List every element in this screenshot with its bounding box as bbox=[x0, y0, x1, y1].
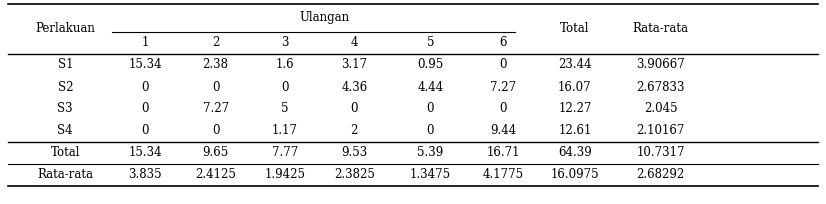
Text: Rata-rata: Rata-rata bbox=[633, 22, 689, 35]
Text: 10.7317: 10.7317 bbox=[637, 146, 685, 160]
Text: Rata-rata: Rata-rata bbox=[37, 169, 93, 182]
Text: 16.07: 16.07 bbox=[558, 81, 591, 93]
Text: Ulangan: Ulangan bbox=[299, 11, 349, 24]
Text: 2.3825: 2.3825 bbox=[334, 169, 375, 182]
Text: 7.27: 7.27 bbox=[202, 102, 229, 115]
Text: 0: 0 bbox=[499, 59, 507, 71]
Text: 0: 0 bbox=[350, 102, 358, 115]
Text: 4.44: 4.44 bbox=[417, 81, 444, 93]
Text: 5: 5 bbox=[426, 37, 434, 50]
Text: 2.10167: 2.10167 bbox=[637, 124, 685, 137]
Text: 0: 0 bbox=[281, 81, 289, 93]
Text: 9.65: 9.65 bbox=[202, 146, 229, 160]
Text: 2: 2 bbox=[212, 37, 219, 50]
Text: 2.38: 2.38 bbox=[202, 59, 229, 71]
Text: Perlakuan: Perlakuan bbox=[36, 22, 95, 35]
Text: 7.77: 7.77 bbox=[272, 146, 298, 160]
Text: S1: S1 bbox=[58, 59, 73, 71]
Text: 9.53: 9.53 bbox=[341, 146, 368, 160]
Text: 12.27: 12.27 bbox=[558, 102, 591, 115]
Text: 4.36: 4.36 bbox=[341, 81, 368, 93]
Text: 5.39: 5.39 bbox=[417, 146, 444, 160]
Text: 7.27: 7.27 bbox=[490, 81, 516, 93]
Text: S2: S2 bbox=[58, 81, 73, 93]
Text: 2: 2 bbox=[351, 124, 358, 137]
Text: 0: 0 bbox=[499, 102, 507, 115]
Text: S4: S4 bbox=[58, 124, 73, 137]
Text: 3: 3 bbox=[281, 37, 289, 50]
Text: 0: 0 bbox=[211, 124, 220, 137]
Text: 2.045: 2.045 bbox=[644, 102, 677, 115]
Text: 64.39: 64.39 bbox=[558, 146, 591, 160]
Text: 9.44: 9.44 bbox=[490, 124, 516, 137]
Text: 6: 6 bbox=[499, 37, 507, 50]
Text: 16.71: 16.71 bbox=[487, 146, 520, 160]
Text: 0.95: 0.95 bbox=[417, 59, 444, 71]
Text: 3.90667: 3.90667 bbox=[636, 59, 686, 71]
Text: 0: 0 bbox=[211, 81, 220, 93]
Text: 1.3475: 1.3475 bbox=[410, 169, 451, 182]
Text: 0: 0 bbox=[426, 102, 434, 115]
Text: 3.835: 3.835 bbox=[129, 169, 162, 182]
Text: 0: 0 bbox=[426, 124, 434, 137]
Text: 23.44: 23.44 bbox=[558, 59, 591, 71]
Text: 12.61: 12.61 bbox=[558, 124, 591, 137]
Text: 2.68292: 2.68292 bbox=[637, 169, 685, 182]
Text: 2.4125: 2.4125 bbox=[195, 169, 236, 182]
Text: 1.9425: 1.9425 bbox=[264, 169, 306, 182]
Text: 1.6: 1.6 bbox=[276, 59, 294, 71]
Text: 4.1775: 4.1775 bbox=[482, 169, 524, 182]
Text: 15.34: 15.34 bbox=[129, 146, 162, 160]
Text: 3.17: 3.17 bbox=[341, 59, 368, 71]
Text: S3: S3 bbox=[58, 102, 73, 115]
Text: 16.0975: 16.0975 bbox=[551, 169, 599, 182]
Text: 2.67833: 2.67833 bbox=[637, 81, 685, 93]
Text: 15.34: 15.34 bbox=[129, 59, 162, 71]
Text: Total: Total bbox=[560, 22, 590, 35]
Text: 5: 5 bbox=[281, 102, 289, 115]
Text: 0: 0 bbox=[141, 124, 150, 137]
Text: Total: Total bbox=[50, 146, 80, 160]
Text: 4: 4 bbox=[350, 37, 358, 50]
Text: 1.17: 1.17 bbox=[272, 124, 298, 137]
Text: 1: 1 bbox=[142, 37, 149, 50]
Text: 0: 0 bbox=[141, 81, 150, 93]
Text: 0: 0 bbox=[141, 102, 150, 115]
